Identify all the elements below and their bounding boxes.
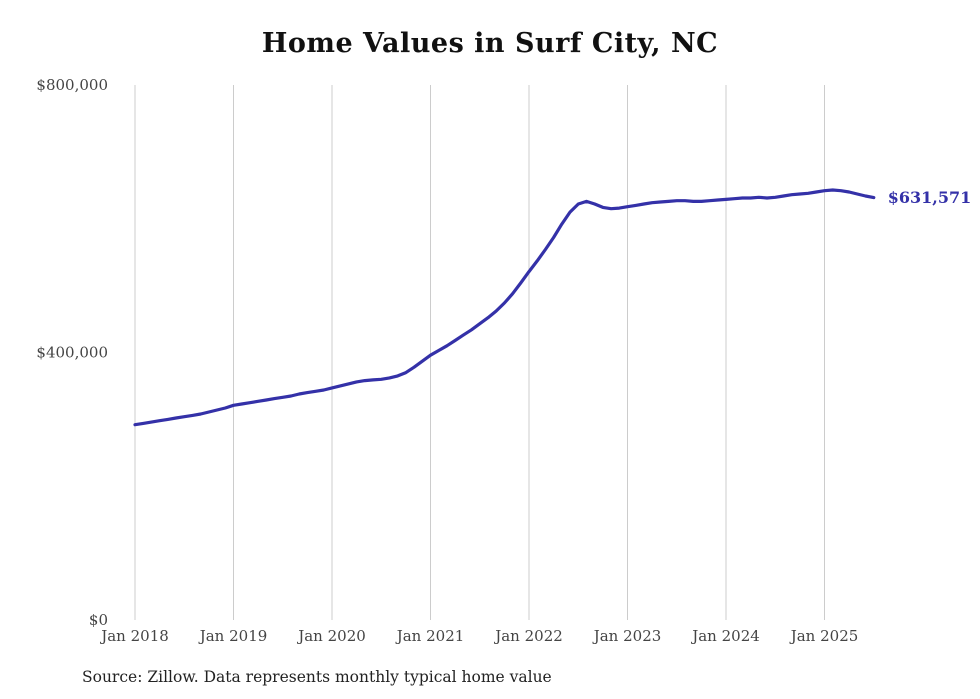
x-axis-label: Jan 2025 bbox=[789, 627, 859, 645]
x-axis-label: Jan 2019 bbox=[198, 627, 268, 645]
x-axis-label: Jan 2018 bbox=[99, 627, 169, 645]
y-axis-label: $400,000 bbox=[36, 344, 108, 362]
x-axis-label: Jan 2021 bbox=[395, 627, 465, 645]
chart-title: Home Values in Surf City, NC bbox=[261, 28, 719, 59]
x-axis-label: Jan 2022 bbox=[493, 627, 563, 645]
x-axis-label: Jan 2023 bbox=[592, 627, 662, 645]
y-axis-label: $0 bbox=[89, 611, 108, 629]
home-value-line bbox=[133, 188, 876, 427]
end-value-label: $631,571 bbox=[888, 188, 972, 207]
source-note: Source: Zillow. Data represents monthly … bbox=[82, 668, 552, 686]
x-axis-label: Jan 2024 bbox=[690, 627, 760, 645]
x-axis-label: Jan 2020 bbox=[296, 627, 366, 645]
y-axis-label: $800,000 bbox=[36, 76, 108, 94]
